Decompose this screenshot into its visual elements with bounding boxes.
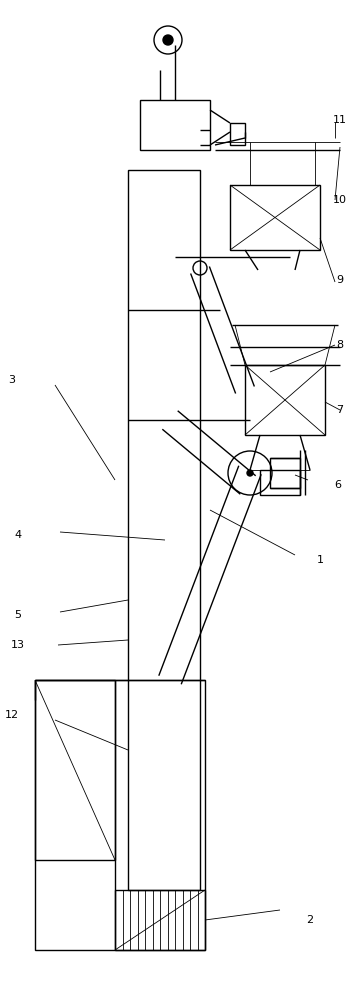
Text: 13: 13: [11, 640, 25, 650]
Bar: [260, 470, 300, 495]
Text: 4: 4: [14, 530, 22, 540]
Text: 8: 8: [336, 340, 344, 350]
Bar: [140, 100, 210, 150]
Text: 3: 3: [8, 375, 16, 385]
Text: 10: 10: [333, 195, 347, 205]
Bar: [128, 170, 200, 890]
Text: 9: 9: [336, 275, 344, 285]
Text: 7: 7: [336, 405, 344, 415]
Bar: [35, 680, 205, 950]
Circle shape: [163, 35, 173, 45]
Bar: [230, 185, 320, 250]
Bar: [115, 890, 205, 950]
Text: 11: 11: [333, 115, 347, 125]
Text: 5: 5: [14, 610, 21, 620]
Circle shape: [247, 470, 253, 476]
Bar: [270, 458, 300, 488]
Bar: [230, 123, 245, 145]
Text: 2: 2: [307, 915, 313, 925]
Text: 6: 6: [334, 480, 341, 490]
Bar: [35, 680, 115, 860]
Text: 1: 1: [316, 555, 324, 565]
Text: 12: 12: [5, 710, 19, 720]
Bar: [245, 365, 325, 435]
